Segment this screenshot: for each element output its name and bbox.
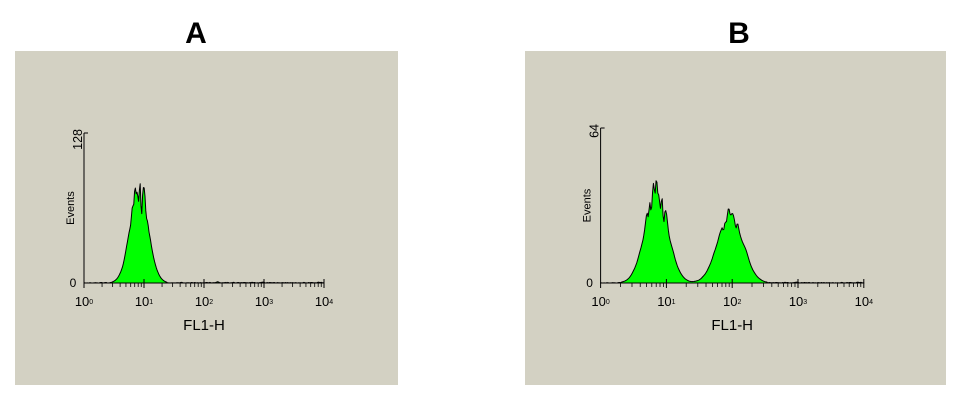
svg-text:FL1-H: FL1-H bbox=[183, 317, 225, 334]
svg-text:0: 0 bbox=[586, 276, 593, 290]
svg-text:Events: Events bbox=[65, 191, 77, 225]
svg-text:103: 103 bbox=[789, 294, 807, 309]
svg-text:102: 102 bbox=[723, 294, 741, 309]
svg-text:128: 128 bbox=[71, 129, 85, 150]
svg-text:64: 64 bbox=[588, 124, 602, 138]
svg-text:103: 103 bbox=[255, 294, 273, 309]
svg-text:101: 101 bbox=[657, 294, 675, 309]
svg-text:104: 104 bbox=[315, 294, 333, 309]
svg-text:100: 100 bbox=[591, 294, 609, 309]
svg-text:Events: Events bbox=[582, 188, 594, 222]
svg-text:FL1-H: FL1-H bbox=[711, 317, 753, 334]
svg-text:104: 104 bbox=[855, 294, 873, 309]
svg-text:101: 101 bbox=[135, 294, 153, 309]
svg-text:100: 100 bbox=[75, 294, 93, 309]
svg-text:0: 0 bbox=[70, 276, 77, 290]
svg-text:102: 102 bbox=[195, 294, 213, 309]
